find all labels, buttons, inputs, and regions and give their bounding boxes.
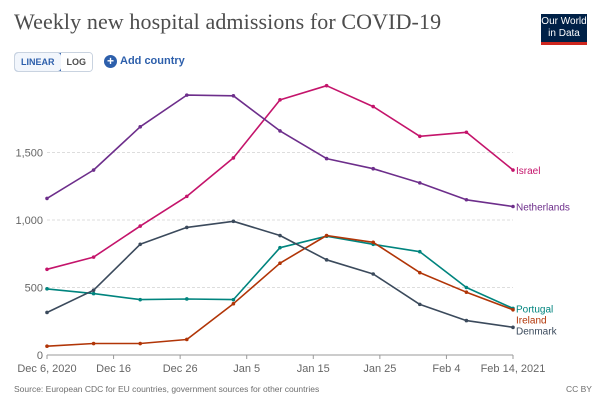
data-point-ireland — [464, 290, 469, 295]
data-point-ireland — [91, 341, 96, 346]
y-axis-tick-labels: 0 500 1,000 1,500 — [15, 148, 43, 363]
data-point-denmark — [91, 288, 96, 293]
x-tick-label: Feb 14, 2021 — [481, 363, 546, 375]
data-point-portugal — [231, 297, 236, 302]
y-tick-label: 1,500 — [15, 148, 43, 160]
series-label-netherlands: Netherlands — [516, 203, 570, 214]
data-point-israel — [185, 194, 189, 199]
logo-line-2: in Data — [548, 28, 580, 39]
y-tick-label: 500 — [25, 283, 43, 295]
series-label-portugal: Portugal — [516, 304, 553, 315]
x-tick-label: Jan 5 — [233, 363, 260, 375]
data-point-portugal — [278, 245, 282, 250]
data-point-netherlands — [464, 197, 469, 202]
data-point-netherlands — [45, 196, 49, 201]
scale-toggle: LINEAR LOG — [14, 52, 93, 72]
data-point-denmark — [371, 272, 376, 276]
data-point-israel — [138, 224, 142, 228]
x-tick-label: Jan 25 — [363, 363, 396, 375]
source-note: Source: European CDC for EU countries, g… — [14, 384, 320, 394]
series-label-israel: Israel — [516, 166, 540, 177]
data-point-denmark — [324, 258, 329, 262]
x-tick-label: Jan 15 — [297, 363, 330, 375]
page-title: Weekly new hospital admissions for COVID… — [14, 9, 442, 34]
data-point-portugal — [138, 297, 142, 302]
series-line-ireland — [46, 234, 514, 347]
data-point-israel — [511, 168, 515, 172]
data-point-israel — [371, 104, 376, 109]
add-country-label: Add country — [120, 55, 185, 67]
data-point-ireland — [371, 240, 376, 245]
data-point-denmark — [138, 242, 142, 247]
data-point-netherlands — [91, 168, 96, 172]
data-point-denmark — [418, 302, 422, 307]
data-point-denmark — [231, 219, 236, 224]
x-tick-label: Dec 6, 2020 — [17, 363, 76, 375]
data-point-netherlands — [231, 94, 236, 98]
data-point-israel — [45, 267, 49, 272]
data-point-ireland — [511, 307, 515, 312]
x-axis: Dec 6, 2020 Dec 16 Dec 26 Jan 5 Jan 15 Jan 25… — [17, 354, 546, 375]
data-point-netherlands — [138, 125, 142, 129]
data-point-portugal — [45, 287, 49, 291]
data-point-israel — [278, 98, 282, 102]
series-label-ireland: Ireland — [516, 315, 547, 326]
series-line-netherlands — [46, 94, 514, 208]
data-point-denmark — [45, 310, 49, 315]
x-tick-label: Feb 4 — [432, 363, 460, 375]
x-tick-label: Dec 16 — [96, 363, 131, 375]
series-lines — [45, 83, 515, 349]
data-point-ireland — [278, 261, 282, 266]
license-link[interactable]: CC BY — [566, 384, 592, 394]
data-point-israel — [464, 130, 469, 135]
data-point-denmark — [278, 233, 282, 238]
data-point-ireland — [231, 301, 236, 306]
data-point-israel — [418, 134, 422, 139]
data-point-netherlands — [278, 129, 282, 133]
data-point-israel — [324, 83, 329, 88]
logo-line-1: Our World — [541, 16, 587, 27]
data-point-ireland — [185, 337, 189, 342]
data-point-portugal — [91, 291, 96, 296]
data-point-ireland — [418, 270, 422, 275]
y-tick-label: 0 — [37, 350, 43, 362]
data-point-israel — [231, 156, 236, 160]
x-tick-label: Dec 26 — [163, 363, 198, 375]
data-point-ireland — [138, 341, 142, 346]
data-point-portugal — [418, 249, 422, 254]
series-line-israel — [46, 84, 514, 271]
data-point-ireland — [324, 233, 329, 238]
data-point-portugal — [464, 285, 469, 290]
plus-circle-icon: + — [104, 54, 117, 68]
data-point-denmark — [464, 318, 469, 323]
data-point-portugal — [185, 297, 189, 301]
owid-logo[interactable]: Our World in Data — [541, 14, 587, 45]
data-point-netherlands — [185, 93, 189, 97]
data-point-netherlands — [324, 156, 329, 161]
data-point-ireland — [45, 344, 49, 349]
grid-lines — [47, 152, 513, 288]
add-country-button[interactable]: + Add country — [104, 52, 185, 70]
log-scale-button[interactable]: LOG — [60, 53, 92, 71]
data-point-netherlands — [511, 204, 515, 209]
series-label-denmark: Denmark — [516, 326, 558, 337]
y-tick-label: 1,000 — [15, 215, 43, 227]
data-point-denmark — [511, 325, 515, 330]
data-point-netherlands — [371, 166, 376, 171]
data-point-israel — [91, 255, 96, 259]
data-point-netherlands — [418, 181, 422, 185]
data-point-denmark — [185, 225, 189, 230]
